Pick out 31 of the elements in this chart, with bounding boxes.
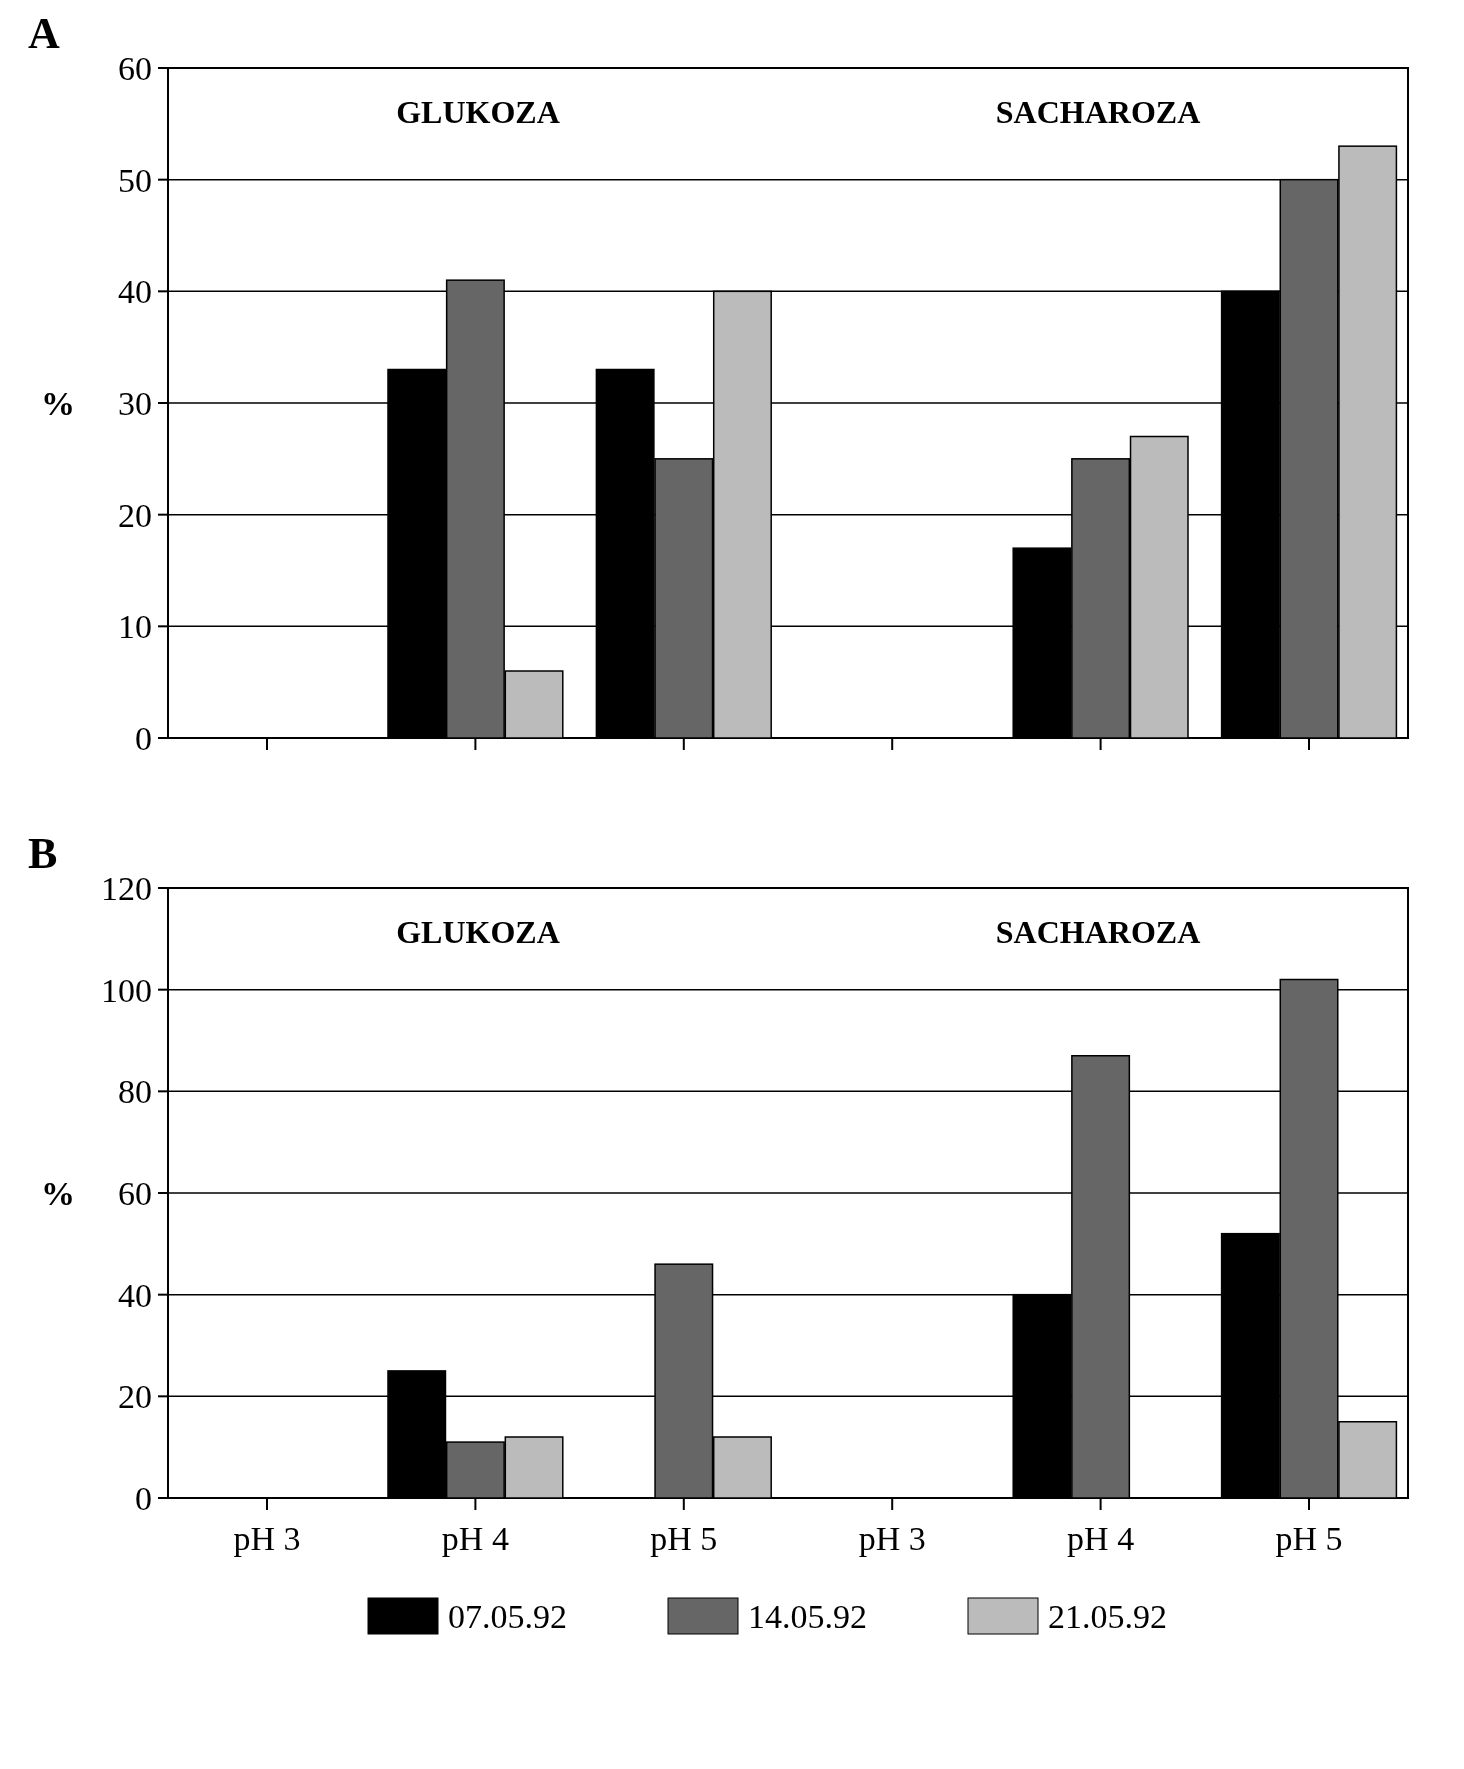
- y-tick-label: 40: [118, 1276, 152, 1314]
- y-tick-label: 120: [101, 869, 152, 907]
- y-tick-label: 20: [118, 496, 152, 534]
- y-tick-label: 100: [101, 971, 152, 1009]
- y-tick-label: 30: [118, 384, 152, 422]
- y-tick-label: 0: [135, 719, 152, 757]
- y-tick-label: 60: [118, 49, 152, 87]
- y-tick-label: 0: [135, 1479, 152, 1517]
- y-tick-label: 50: [118, 161, 152, 199]
- y-tick-label: 20: [118, 1378, 152, 1416]
- x-tick-label: pH 5: [1275, 1520, 1343, 1557]
- chart-title: B: [28, 829, 58, 878]
- y-axis-title: %: [41, 1174, 75, 1212]
- y-tick-label: 60: [118, 1174, 152, 1212]
- x-tick-label: pH 4: [1067, 1520, 1135, 1557]
- legend-label: 14.05.92: [748, 1597, 867, 1635]
- annotation: SACHAROZA: [995, 914, 1201, 950]
- y-axis-title: %: [41, 384, 75, 422]
- annotation: GLUKOZA: [396, 94, 560, 130]
- y-tick-label: 40: [118, 273, 152, 311]
- x-tick-label: pH 3: [233, 1520, 301, 1557]
- annotation: GLUKOZA: [396, 914, 560, 950]
- y-tick-label: 10: [118, 608, 152, 646]
- legend-label: 07.05.92: [448, 1597, 567, 1635]
- x-tick-label: pH 3: [858, 1520, 926, 1557]
- x-tick-label: pH 5: [650, 1520, 718, 1557]
- chart-title: A: [28, 9, 60, 58]
- annotation: SACHAROZA: [995, 94, 1201, 130]
- x-tick-label: pH 4: [441, 1520, 509, 1557]
- legend-label: 21.05.92: [1048, 1597, 1167, 1635]
- y-tick-label: 80: [118, 1073, 152, 1111]
